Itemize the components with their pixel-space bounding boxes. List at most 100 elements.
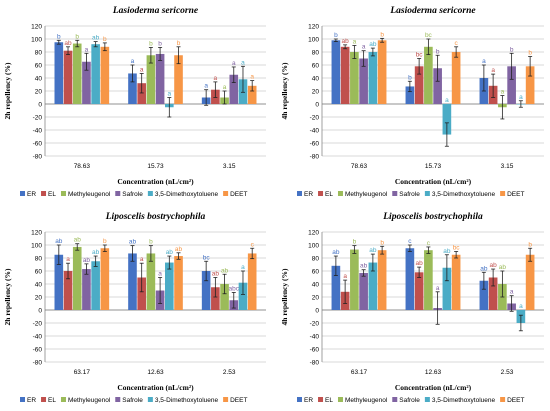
significance-letter: ab bbox=[369, 41, 377, 48]
legend-swatch bbox=[424, 191, 430, 196]
significance-letter: b bbox=[57, 33, 61, 40]
legend-swatch bbox=[60, 191, 66, 196]
y-tick-label: 100 bbox=[31, 36, 42, 43]
legend-label: DEET bbox=[230, 397, 247, 404]
bar bbox=[165, 262, 174, 310]
legend-label: EL bbox=[325, 191, 333, 198]
legend-label: Methyleugenol bbox=[345, 191, 388, 198]
x-axis-label: Concentration (nL/cm²) bbox=[395, 177, 472, 186]
bar bbox=[433, 68, 442, 104]
significance-letter: ab bbox=[55, 238, 63, 245]
bar bbox=[137, 277, 146, 310]
x-tick-label: 15.73 bbox=[425, 163, 442, 170]
bar bbox=[100, 46, 110, 104]
bar bbox=[137, 83, 146, 104]
significance-letter: a bbox=[362, 44, 366, 51]
significance-letter: a bbox=[445, 97, 449, 104]
significance-letter: ab bbox=[499, 264, 507, 271]
legend-label: ER bbox=[304, 397, 313, 404]
significance-letter: a bbox=[140, 256, 144, 263]
chart-title: Lasioderma sericorne bbox=[389, 6, 476, 16]
chart-panel-3: Liposcelis bostrychophila -80 -60 -40 -20 0 20… bbox=[3, 212, 266, 404]
bar bbox=[350, 52, 359, 104]
y-tick-label: 0 bbox=[38, 101, 42, 108]
legend-swatch bbox=[223, 397, 229, 402]
y-tick-label: -20 bbox=[33, 114, 43, 121]
significance-letter: bc bbox=[425, 32, 433, 39]
significance-letter: abc bbox=[229, 285, 240, 292]
legend-swatch bbox=[41, 191, 47, 196]
significance-letter: ab bbox=[64, 40, 72, 47]
y-tick-label: -40 bbox=[33, 127, 43, 134]
bar bbox=[405, 86, 415, 104]
significance-letter: a bbox=[223, 84, 227, 91]
bar bbox=[368, 52, 378, 104]
chart-panel-4: Liposcelis bostrychophila -80 -60 -40 -20 0 20… bbox=[280, 212, 544, 404]
significance-letter: b bbox=[528, 50, 532, 57]
significance-letter: ab bbox=[490, 262, 498, 269]
significance-letter: a bbox=[436, 285, 440, 292]
legend-swatch bbox=[297, 397, 302, 402]
chart-title: Liposcelis bostrychophila bbox=[382, 212, 483, 222]
y-tick-label: -80 bbox=[310, 153, 320, 160]
bar bbox=[72, 246, 82, 310]
y-tick-label: -40 bbox=[310, 333, 320, 340]
significance-letter: bc bbox=[203, 254, 211, 261]
legend-label: 3,5-Dimethoxytoluene bbox=[155, 191, 219, 198]
x-tick-label: 15.73 bbox=[147, 163, 164, 170]
y-tick-label: -40 bbox=[310, 127, 320, 134]
bar bbox=[91, 261, 100, 310]
bar bbox=[424, 46, 433, 104]
bar bbox=[340, 46, 350, 104]
y-tick-label: 0 bbox=[315, 307, 319, 314]
legend-swatch bbox=[392, 191, 398, 196]
legend-label: DEET bbox=[507, 397, 524, 404]
significance-letter: c bbox=[455, 40, 459, 47]
bar bbox=[238, 282, 248, 310]
bar bbox=[424, 250, 433, 310]
significance-letter: bc bbox=[416, 52, 424, 59]
y-tick-label: 20 bbox=[35, 88, 43, 95]
legend-swatch bbox=[297, 191, 302, 196]
significance-letter: a bbox=[140, 66, 144, 73]
significance-letter: ab bbox=[360, 263, 368, 270]
bar bbox=[201, 271, 211, 310]
y-tick-label: -60 bbox=[310, 346, 320, 353]
bar bbox=[63, 50, 73, 104]
significance-letter: a bbox=[343, 273, 347, 280]
y-tick-label: -60 bbox=[310, 140, 320, 147]
significance-letter: b bbox=[408, 74, 412, 81]
y-tick-label: -20 bbox=[310, 114, 320, 121]
significance-letter: a bbox=[491, 67, 495, 74]
significance-letter: b bbox=[177, 40, 181, 47]
bar bbox=[247, 85, 257, 104]
y-axis-label: 2h repellency (%) bbox=[3, 62, 12, 119]
legend-swatch bbox=[337, 191, 343, 196]
bar bbox=[331, 40, 341, 104]
legend-swatch bbox=[115, 191, 121, 196]
bar bbox=[507, 66, 516, 104]
significance-letter: a bbox=[66, 256, 70, 263]
legend-label: EL bbox=[48, 191, 56, 198]
significance-letter: a bbox=[168, 91, 172, 98]
x-axis-label: Concentration (nL/cm²) bbox=[395, 383, 472, 392]
bar bbox=[54, 42, 64, 104]
significance-letter: ab bbox=[221, 267, 229, 274]
x-tick-label: 63.17 bbox=[351, 369, 368, 376]
significance-letter: b bbox=[149, 239, 153, 246]
significance-letter: ab bbox=[83, 257, 91, 264]
bar bbox=[368, 262, 378, 310]
significance-letter: b bbox=[103, 238, 107, 245]
y-tick-label: 0 bbox=[38, 307, 42, 314]
significance-letter: a bbox=[482, 58, 486, 65]
bar bbox=[488, 277, 498, 310]
y-tick-label: 40 bbox=[35, 281, 43, 288]
y-tick-label: 60 bbox=[35, 62, 43, 69]
significance-letter: a bbox=[131, 58, 135, 65]
y-tick-label: -60 bbox=[33, 140, 43, 147]
chart-title: Lasioderma sericorne bbox=[112, 6, 199, 16]
y-tick-label: 60 bbox=[312, 268, 320, 275]
significance-letter: b bbox=[510, 46, 514, 53]
chart-panel-1: Lasioderma sericorne -80 -60 -40 -20 0 20 40 60 8… bbox=[3, 6, 266, 198]
